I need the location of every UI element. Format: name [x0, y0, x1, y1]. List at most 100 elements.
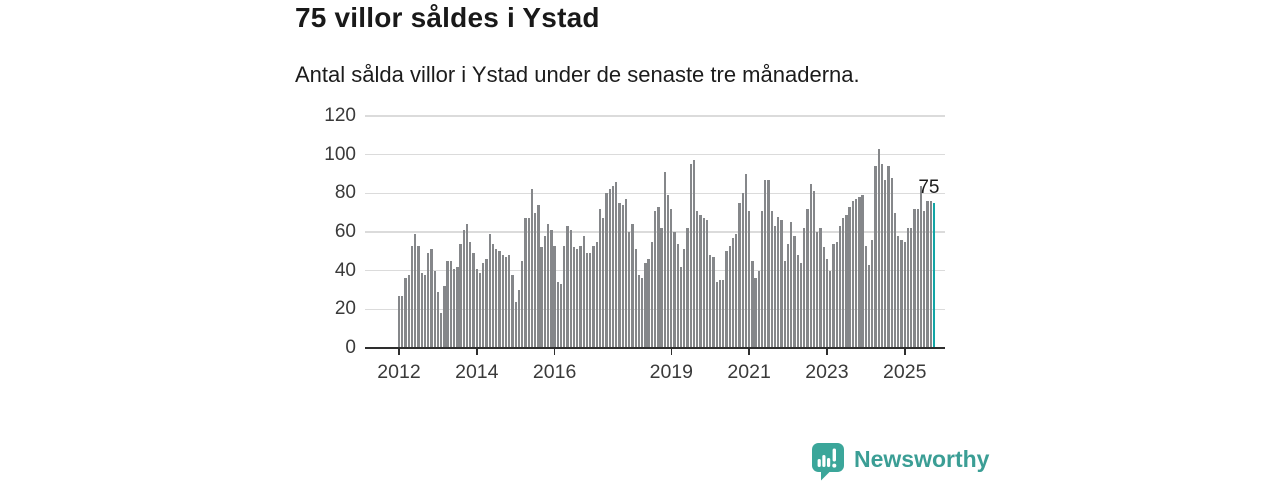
bar	[602, 218, 605, 348]
bar	[436, 291, 440, 348]
bar	[845, 214, 848, 348]
bar	[446, 261, 449, 348]
bar	[923, 210, 926, 348]
bar	[459, 243, 462, 348]
bar	[501, 255, 504, 348]
x-tick-label: 2025	[883, 361, 927, 383]
bar	[731, 237, 735, 348]
bar	[589, 253, 592, 348]
bar	[637, 274, 641, 348]
bar	[696, 210, 699, 348]
bar	[670, 208, 673, 348]
bar	[773, 226, 777, 348]
bar	[764, 179, 767, 348]
bar	[628, 232, 631, 348]
bar	[867, 264, 871, 348]
bar	[517, 290, 521, 348]
chart-subtitle: Antal sålda villor i Ystad under de sena…	[295, 62, 860, 87]
bar	[521, 261, 524, 348]
bar	[530, 189, 534, 348]
gridline	[365, 192, 945, 194]
bar	[653, 210, 657, 348]
bar	[498, 251, 501, 348]
bar	[699, 214, 702, 348]
bar	[485, 259, 488, 348]
x-tickmark	[748, 349, 750, 356]
bar	[793, 235, 796, 348]
bar	[851, 201, 855, 348]
bar	[657, 206, 660, 348]
bar	[812, 191, 816, 348]
x-tickmark	[476, 349, 478, 356]
newsworthy-logo-text: Newsworthy	[854, 445, 990, 472]
y-tick-label: 20	[334, 298, 356, 320]
bar	[397, 295, 401, 348]
bar	[689, 164, 692, 348]
y-tick-label: 100	[324, 143, 356, 165]
bar	[744, 174, 748, 348]
bar	[725, 251, 728, 348]
bar	[430, 249, 433, 348]
x-tickmark	[670, 349, 673, 356]
bar	[838, 226, 842, 348]
y-tick-label: 40	[334, 259, 356, 281]
bar	[861, 195, 864, 348]
bar	[777, 216, 780, 348]
bar	[877, 148, 880, 348]
bar	[469, 241, 472, 348]
x-tick-label: 2019	[649, 361, 693, 383]
x-tickmark	[398, 349, 400, 356]
bar	[556, 282, 559, 348]
bar	[427, 253, 430, 348]
bar	[472, 253, 475, 348]
bar	[893, 212, 897, 348]
bar	[832, 243, 835, 348]
bar	[527, 218, 530, 348]
y-tick-label: 80	[334, 182, 356, 204]
bar	[822, 247, 825, 348]
bar	[686, 228, 689, 348]
bar	[611, 185, 615, 348]
bar	[854, 199, 858, 348]
bar	[718, 280, 722, 348]
bar	[540, 247, 543, 348]
x-axis-line	[365, 346, 945, 350]
bar	[598, 208, 602, 348]
bar	[858, 197, 861, 348]
y-tick-label: 60	[334, 221, 356, 242]
bar	[676, 243, 679, 348]
bar	[666, 195, 670, 348]
bar	[439, 313, 443, 348]
bar	[809, 183, 812, 348]
plot-area	[365, 115, 945, 350]
bar	[780, 220, 783, 348]
bar	[534, 212, 537, 348]
x-tickmark	[553, 349, 556, 356]
bar	[634, 249, 637, 348]
bar	[553, 245, 556, 348]
bar	[495, 249, 498, 348]
y-tick-label: 0	[345, 337, 356, 358]
bar	[835, 241, 838, 348]
bar	[404, 278, 407, 348]
bar	[482, 262, 485, 348]
bar	[631, 224, 634, 348]
bar	[546, 224, 550, 348]
bar	[715, 282, 718, 348]
bar	[796, 255, 799, 348]
bar	[566, 226, 569, 348]
bar	[605, 193, 608, 348]
y-tick-label: 120	[324, 105, 356, 126]
bar	[919, 185, 923, 348]
bar	[423, 274, 427, 348]
bar	[825, 259, 829, 348]
bar	[897, 235, 900, 348]
newsworthy-logo: Newsworthy	[812, 443, 989, 481]
bar	[443, 286, 446, 348]
highlighted-bar	[932, 203, 936, 348]
bar	[900, 239, 903, 348]
bar	[582, 235, 585, 348]
x-tick-label: 2023	[805, 361, 849, 383]
